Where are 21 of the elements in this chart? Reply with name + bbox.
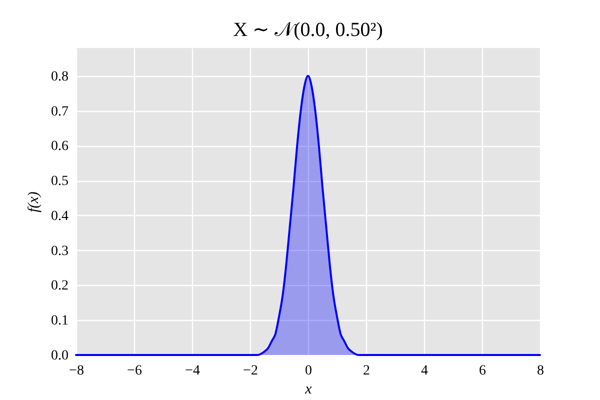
y-tick-label: 0.1 bbox=[51, 314, 68, 329]
chart-title: X ∼ 𝒩(0.0, 0.50²) bbox=[233, 19, 383, 41]
y-tick-label: 0.0 bbox=[51, 348, 68, 364]
y-tick-label: 0.3 bbox=[51, 244, 68, 259]
x-tick-label: −8 bbox=[69, 364, 84, 378]
y-tick-label: 0.6 bbox=[51, 139, 68, 154]
y-axis-title: f(x) bbox=[26, 192, 42, 212]
x-axis-title: x bbox=[304, 382, 312, 398]
x-tick-label: −2 bbox=[243, 364, 258, 378]
y-tick-label: 0.4 bbox=[51, 208, 68, 224]
x-tick-label: −6 bbox=[127, 364, 142, 378]
y-tick-label: 0.8 bbox=[51, 69, 68, 84]
x-tick-label: 4 bbox=[421, 364, 428, 378]
x-tick-label: 2 bbox=[363, 364, 370, 378]
x-tick-label: 8 bbox=[537, 364, 544, 378]
x-tick-label: 0 bbox=[305, 364, 312, 378]
y-tick-label: 0.2 bbox=[51, 278, 68, 294]
x-tick-label: −4 bbox=[185, 364, 200, 378]
y-tick-label: 0.7 bbox=[51, 104, 68, 120]
y-tick-label: 0.5 bbox=[51, 174, 68, 190]
x-tick-label: 6 bbox=[479, 364, 486, 378]
